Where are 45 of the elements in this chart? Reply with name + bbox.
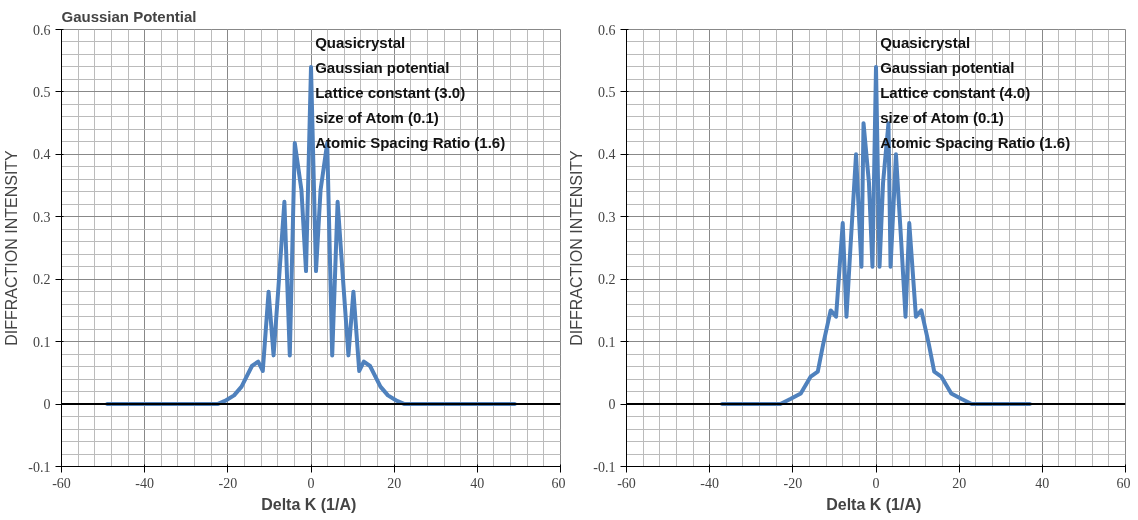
y-tick-label: 0.6: [598, 22, 616, 38]
annotation: Quasicrystal: [880, 33, 971, 51]
y-axis-title: DIFFRACTION INTENSITY: [568, 149, 586, 346]
y-tick-label: 0: [608, 397, 616, 413]
x-tick-label: 20: [387, 475, 402, 491]
x-tick-label: 0: [872, 475, 880, 491]
x-tick-label: -60: [617, 475, 636, 491]
x-tick-label: 20: [952, 475, 967, 491]
x-tick-label: 40: [470, 475, 485, 491]
annotation: Gaussian potential: [315, 58, 450, 76]
y-tick-label: 0.4: [598, 147, 616, 163]
annotation: size of Atom (0.1): [315, 108, 439, 126]
x-tick-label: -60: [52, 475, 71, 491]
y-tick-label: 0.3: [598, 209, 616, 225]
annotation: size of Atom (0.1): [880, 108, 1004, 126]
y-tick-label: 0: [43, 397, 51, 413]
y-tick-label: -0.1: [28, 459, 51, 475]
y-tick-label: 0.5: [33, 84, 51, 100]
x-tick-label: 40: [1035, 475, 1050, 491]
annotation: Gaussian potential: [880, 58, 1015, 76]
y-tick-label: 0.2: [598, 272, 616, 288]
y-tick-label: 0.2: [33, 272, 51, 288]
y-tick-label: 0.1: [33, 334, 51, 350]
y-axis-title: DIFFRACTION INTENSITY: [3, 149, 21, 346]
chart-title: Gaussian Potential: [61, 7, 197, 25]
x-tick-label: -40: [700, 475, 720, 491]
y-tick-label: 0.3: [33, 209, 51, 225]
y-tick-label: 0.6: [33, 22, 51, 38]
annotation: Quasicrystal: [315, 33, 406, 51]
x-axis-title: Delta K (1/A): [261, 495, 357, 513]
x-tick-label: 0: [307, 475, 315, 491]
x-tick-label: 60: [551, 475, 566, 491]
y-tick-label: 0.1: [598, 334, 616, 350]
x-tick-label: -20: [218, 475, 238, 491]
annotation: Lattice constant (3.0): [315, 83, 466, 101]
x-tick-label: -40: [135, 475, 155, 491]
y-tick-label: 0.5: [598, 84, 616, 100]
annotation: Lattice constant (4.0): [880, 83, 1031, 101]
x-tick-label: -20: [783, 475, 803, 491]
line-series: [105, 64, 517, 407]
x-tick-label: 60: [1116, 475, 1131, 491]
y-tick-label: 0.4: [33, 147, 51, 163]
annotation: Atomic Spacing Ratio (1.6): [315, 133, 506, 151]
y-tick-label: -0.1: [593, 459, 616, 475]
x-axis-title: Delta K (1/A): [826, 495, 922, 513]
